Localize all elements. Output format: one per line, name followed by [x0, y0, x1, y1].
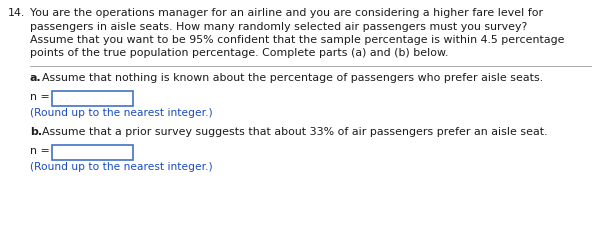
Text: b.: b.	[30, 127, 42, 137]
Text: n =: n =	[30, 92, 50, 102]
Text: n =: n =	[30, 146, 50, 156]
Text: passengers in aisle seats. How many randomly selected air passengers must you su: passengers in aisle seats. How many rand…	[30, 22, 527, 31]
Text: points of the true population percentage. Complete parts (a) and (b) below.: points of the true population percentage…	[30, 48, 448, 59]
Text: (Round up to the nearest integer.): (Round up to the nearest integer.)	[30, 162, 213, 172]
FancyBboxPatch shape	[52, 91, 133, 106]
Text: Assume that you want to be 95% confident that the sample percentage is within 4.: Assume that you want to be 95% confident…	[30, 35, 565, 45]
Text: a.: a.	[30, 73, 41, 83]
Text: Assume that nothing is known about the percentage of passengers who prefer aisle: Assume that nothing is known about the p…	[42, 73, 543, 83]
FancyBboxPatch shape	[52, 145, 133, 160]
Text: (Round up to the nearest integer.): (Round up to the nearest integer.)	[30, 108, 213, 118]
Text: You are the operations manager for an airline and you are considering a higher f: You are the operations manager for an ai…	[30, 8, 543, 18]
Text: Assume that a prior survey suggests that about 33% of air passengers prefer an a: Assume that a prior survey suggests that…	[42, 127, 548, 137]
Text: 14.: 14.	[8, 8, 25, 18]
